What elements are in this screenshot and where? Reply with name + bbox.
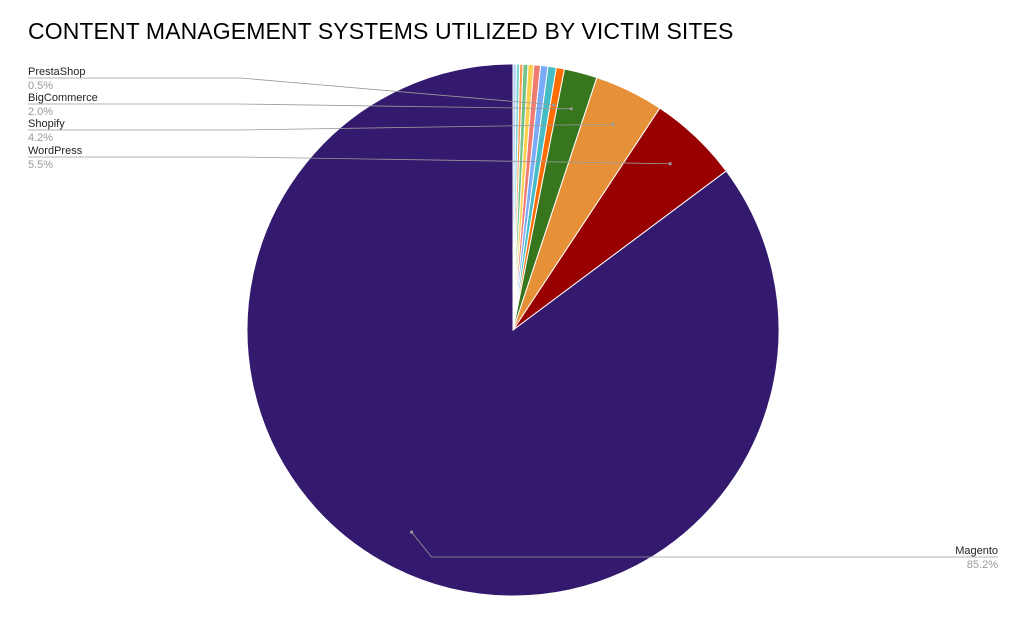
callout-line-shopify [28, 123, 614, 131]
slice-percent-wordpress: 5.5% [28, 159, 53, 171]
callout-line-prestashop [28, 77, 554, 106]
pie-slice-other-12 [512, 63, 517, 331]
slice-percent-bigcommerce: 2.0% [28, 106, 53, 118]
callout-line-magento [411, 531, 998, 558]
slice-percent-prestashop: 0.5% [28, 80, 53, 92]
callout-line-bigcommerce [28, 103, 572, 110]
slice-label-magento: Magento [955, 545, 998, 557]
slice-label-wordpress: WordPress [28, 145, 83, 157]
chart-title: CONTENT MANAGEMENT SYSTEMS UTILIZED BY V… [28, 18, 734, 44]
callout-dot-prestashop [552, 103, 556, 107]
callout-line-wordpress [28, 156, 671, 165]
slice-label-prestashop: PrestaShop [28, 66, 85, 78]
pie-slices [246, 63, 780, 597]
slice-label-shopify: Shopify [28, 118, 65, 130]
slice-percent-magento: 85.2% [967, 559, 998, 571]
slice-label-bigcommerce: BigCommerce [28, 92, 98, 104]
slice-percent-shopify: 4.2% [28, 132, 53, 144]
pie-callouts: Magento 85.2% WordPress 5.5% Shopify 4.2% BigC… [28, 66, 998, 571]
